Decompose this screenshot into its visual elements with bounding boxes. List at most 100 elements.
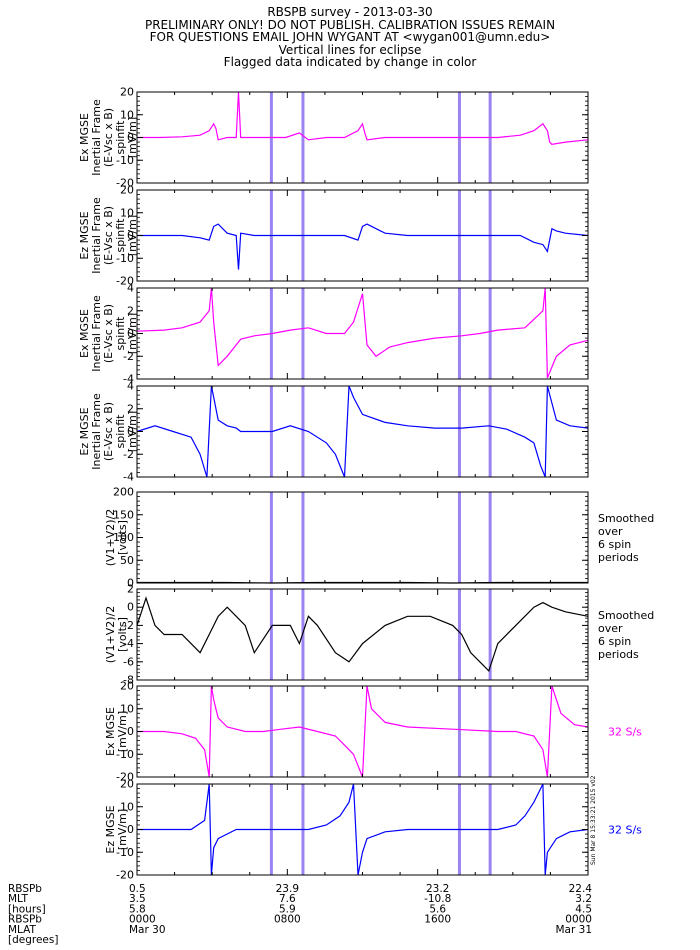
panel-3: 420-2-4Ex MGSEInertial Frame(E-Vsc x B)s… [78,282,589,386]
y-axis-label-line: (V1+V2)/2 [104,509,117,567]
y-axis-label-line: Inertial Frame [90,197,103,274]
y-tick-label: 2 [127,583,134,596]
eclipse-note: Vertical lines for eclipse [278,42,422,57]
y-tick-label: 100 [113,531,134,544]
panel-frame [136,588,589,681]
y-axis-label-line: Inertial Frame [90,295,103,372]
y-axis-label-line: spinfit [114,120,127,155]
panel-frame [136,91,589,184]
y-axis-label-line: Ex MGSE [78,113,91,162]
timestamp-text: Sun Mar 8 15:33:21 2015 v02 [590,775,597,865]
y-tick-label: 10 [120,206,134,219]
right-panel-label: 32 S/s [608,824,642,837]
data-series-line [137,783,589,876]
y-axis-label-line: [volts] [116,520,129,555]
panel-8: 20 10 0 -10 -20 Ez MGSE[mV/m] 32 S/s [104,778,642,882]
y-tick-label: -6 [123,655,134,668]
y-tick-label: -8 [123,674,134,687]
y-axis-label-line: Ez MGSE [78,407,91,455]
data-series-line [137,685,589,778]
data-series-line [136,385,589,478]
y-tick-label: 0 [127,577,134,590]
y-axis-label-line: [mV/m] [126,215,139,256]
data-series-line [137,91,589,145]
y-tick-label: -2 [123,448,134,461]
y-axis-label: Ex MGSEInertial Frame(E-Vsc x B)spinfit[… [78,99,139,176]
y-axis-label: Ex MGSE[mV/m] [104,707,129,756]
y-tick-label: -4 [123,373,134,386]
y-tick-label: -20 [116,771,134,784]
y-tick-label: 200 [113,486,134,499]
y-tick-label: 2 [127,402,134,415]
right-panel-label: 6 spin [598,635,631,648]
bottom-row-label: MLAT [8,924,37,936]
bottom-axis-value: 23.2 [426,883,449,895]
panel-6: 2 0 -2 -4 -6 -8 (V1+V2)/2[volts] Smoothedover6 … [104,583,654,687]
y-axis-label-line: [mV/m] [126,313,139,354]
y-tick-label: -4 [123,471,134,484]
right-panel-label: over [598,525,623,538]
bottom-row-label: [degrees] [8,934,58,946]
y-axis-label-line: Ex MGSE [78,309,91,358]
y-tick-label: 0 [127,725,134,738]
y-axis-label-line: [mV/m] [126,117,139,158]
panel-5: 200 150 100 50 0 (V1+V2)/2[volts] Smoothedover… [104,486,654,590]
bottom-row-label: RBSPb [8,914,42,926]
y-tick-label: 20 [120,184,134,197]
y-tick-label: -20 [116,275,134,288]
y-tick-label: 10 [120,800,134,813]
bottom-axis-value: 0800 [274,914,301,926]
y-axis-label-line: Ex MGSE [104,707,117,756]
y-tick-label: 20 [120,86,134,99]
y-axis-label-line: (E-Vsc x B) [102,206,115,265]
y-tick-label: -10 [116,846,134,859]
bottom-axis-value: 0.5 [129,883,146,895]
panel-frame [136,385,589,478]
flag-note: Flagged data indicated by change in colo… [223,55,477,69]
y-tick-label: 0 [127,229,134,242]
y-axis-label-line: (V1+V2)/2 [104,606,117,664]
right-panel-label: over [598,622,623,635]
bottom-axis-value: 4.5 [575,903,592,915]
y-axis-label-line: Inertial Frame [90,99,103,176]
y-tick-label: 4 [127,282,134,295]
y-tick-label: 10 [120,108,134,121]
y-tick-label: -4 [123,637,134,650]
y-tick-label: -10 [116,252,134,265]
y-axis-label: Ez MGSEInertial Frame(E-Vsc x B)spinfit[… [78,197,139,274]
panel-4: 420-2-4Ez MGSEInertial Frame(E-Vsc x B)s… [78,380,589,484]
bottom-axis-value: 3.2 [575,893,592,905]
bottom-axis-value: Mar 30 [129,924,166,936]
y-tick-label: 2 [127,304,134,317]
y-axis-label-line: Inertial Frame [90,393,103,470]
y-tick-label: -20 [116,177,134,190]
bottom-row-label: [hours] [8,903,46,915]
y-axis-label-line: Ez MGSE [104,805,117,853]
y-tick-label: -20 [116,869,134,882]
right-panel-label: periods [598,648,639,661]
panel-7: 20 10 0 -10 -20 Ex MGSE[mV/m] 32 S/s [104,680,642,784]
panel-frame [136,685,589,778]
y-tick-label: 0 [127,425,134,438]
chart-title: RBSPB survey - 2013-03-30 [267,5,433,19]
y-axis-label: (V1+V2)/2[volts] [104,606,129,664]
right-panel-label: Smoothed [598,512,654,525]
y-tick-label: 0 [127,601,134,614]
panel-frame [136,491,589,584]
bottom-axis-value: 0000 [129,914,156,926]
bottom-axis-value: 7.6 [279,893,296,905]
y-axis-label: Ez MGSE[mV/m] [104,805,129,853]
bottom-axis-value: 5.8 [129,903,146,915]
y-axis-label-line: [mV/m] [116,711,129,752]
y-tick-label: 50 [120,554,134,567]
bottom-axis-value: 5.6 [429,903,446,915]
bottom-axis-value: 5.9 [279,903,296,915]
panel-frame [136,287,589,380]
y-tick-label: 0 [127,327,134,340]
right-panel-label: 32 S/s [608,726,642,739]
data-series-line [136,596,589,673]
bottom-axis-value: 0000 [565,914,592,926]
panel-frame [136,783,589,876]
y-tick-label: 20 [120,680,134,693]
